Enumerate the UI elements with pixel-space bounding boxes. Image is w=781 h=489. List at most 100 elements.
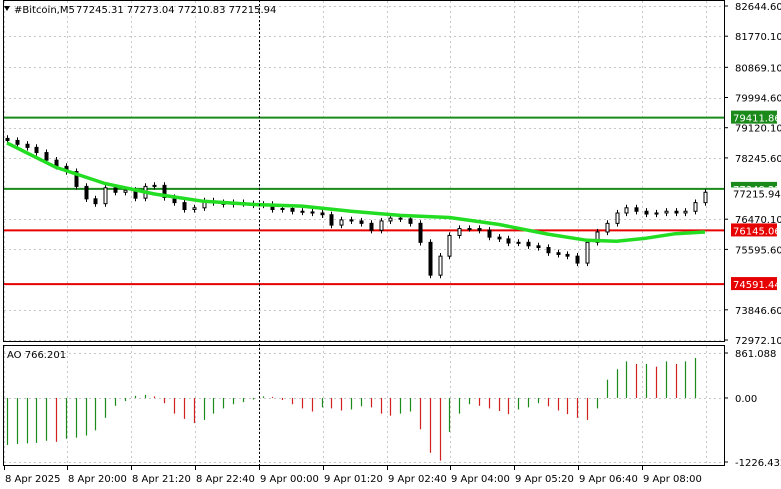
time-axis: 8 Apr 2025 8 Apr 20:00 8 Apr 21:20 8 Apr 22… — [4, 466, 702, 485]
price-tick-label: 73846.60 — [735, 306, 781, 317]
candle-body — [349, 219, 354, 222]
current-price-tag — [731, 187, 777, 200]
candle-body — [526, 241, 531, 247]
candle-body — [585, 241, 590, 264]
candle-body — [379, 220, 384, 231]
price-level-tag — [731, 223, 777, 237]
candle-body — [556, 252, 561, 255]
candle-body — [369, 222, 374, 231]
candle-body — [93, 198, 98, 205]
symbol-label[interactable]: #Bitcoin,M5 — [14, 5, 75, 16]
time-tick-label: 8 Apr 22:40 — [196, 474, 255, 485]
time-tick-label: 8 Apr 20:00 — [68, 474, 127, 485]
candle-body — [565, 253, 570, 257]
candle-body — [418, 222, 423, 243]
candle-body — [605, 222, 610, 233]
candle-body — [162, 184, 167, 198]
price-tick-label: 79120.10 — [735, 124, 781, 135]
ao-label: AO 766.201 — [7, 350, 66, 361]
candle-body — [536, 245, 541, 249]
candle-body — [634, 207, 639, 212]
candle-body — [516, 241, 521, 244]
candle-body — [575, 255, 580, 264]
candle-body — [280, 208, 285, 211]
ao-tick-label: 0.00 — [735, 394, 757, 405]
time-tick-label: 9 Apr 06:40 — [579, 474, 638, 485]
indicator-frame — [3, 345, 725, 466]
candle-body — [388, 217, 393, 222]
time-tick-label: 9 Apr 02:40 — [388, 474, 447, 485]
candle-body — [310, 211, 315, 214]
candle-body — [398, 217, 403, 220]
price-tick-label: 75595.60 — [735, 245, 781, 256]
candle-body — [487, 229, 492, 238]
candle-body — [339, 219, 344, 226]
candle-body — [5, 137, 10, 141]
time-tick-label: 9 Apr 04:00 — [451, 474, 510, 485]
price-tick-label: 72972.10 — [735, 336, 781, 347]
price-axis: 82644.60 81770.10 80869.10 79994.60 79120.10… — [724, 2, 781, 347]
time-tick-label: 8 Apr 21:20 — [132, 474, 191, 485]
candle-body — [329, 214, 334, 226]
time-tick-label: 9 Apr 01:20 — [324, 474, 383, 485]
moving-average-line — [6, 141, 706, 244]
candles — [5, 135, 708, 279]
ao-tick-label: 861.088 — [735, 349, 776, 360]
candle-body — [624, 207, 629, 214]
candle-body — [428, 241, 433, 276]
price-tick-label: 76470.10 — [735, 215, 781, 226]
candle-body — [44, 152, 49, 161]
candle-body — [290, 208, 295, 212]
candle-body — [644, 210, 649, 215]
candle-body — [438, 255, 443, 276]
candle-body — [654, 212, 659, 215]
current-price-label: 77215.94 — [733, 189, 781, 200]
candle-body — [703, 191, 708, 204]
time-tick-label: 9 Apr 05:20 — [515, 474, 574, 485]
ao-histogram — [6, 357, 697, 461]
candle-body — [25, 143, 30, 148]
symbol-dropdown-icon[interactable] — [4, 6, 10, 11]
price-level-tag-label: 76145.06 — [733, 226, 781, 237]
candle-body — [447, 234, 452, 257]
candle-body — [457, 228, 462, 236]
price-tick-label: 80869.10 — [735, 63, 781, 74]
time-tick-label: 9 Apr 00:00 — [260, 474, 319, 485]
candle-body — [123, 189, 128, 193]
candle-body — [320, 212, 325, 216]
time-tick-label: 9 Apr 08:00 — [643, 474, 702, 485]
price-tick-label: 81770.10 — [735, 32, 781, 43]
candle-body — [34, 146, 39, 154]
candle-body — [683, 210, 688, 214]
candle-body — [74, 171, 79, 187]
price-tick-label: 79994.60 — [735, 94, 781, 105]
candle-body — [84, 185, 89, 200]
price-level-tag — [731, 110, 777, 124]
candle-body — [664, 210, 669, 214]
ohlc-values: 77245.31 77273.04 77210.83 77215.94 — [76, 5, 276, 16]
price-level-tag — [731, 277, 777, 291]
candle-body — [113, 187, 118, 193]
time-tick-label: 8 Apr 2025 — [5, 474, 60, 485]
candle-body — [408, 218, 413, 224]
price-tick-label: 82644.60 — [735, 2, 781, 13]
candle-body — [546, 247, 551, 254]
candle-body — [467, 228, 472, 231]
candle-body — [674, 210, 679, 214]
candle-body — [497, 236, 502, 240]
candle-body — [182, 202, 187, 211]
main-chart-frame — [3, 0, 725, 342]
candle-body — [152, 184, 157, 187]
candle-body — [506, 238, 511, 244]
candle-body — [300, 210, 305, 213]
candle-body — [15, 139, 20, 145]
ao-axis: 861.088 0.00 -1226.432 — [724, 349, 781, 469]
candle-body — [693, 202, 698, 212]
price-tick-label: 78245.60 — [735, 154, 781, 165]
price-level-tag-label: 79411.86 — [733, 114, 781, 125]
ao-tick-label: -1226.432 — [735, 458, 781, 469]
candle-body — [103, 187, 108, 205]
candle-body — [615, 212, 620, 224]
